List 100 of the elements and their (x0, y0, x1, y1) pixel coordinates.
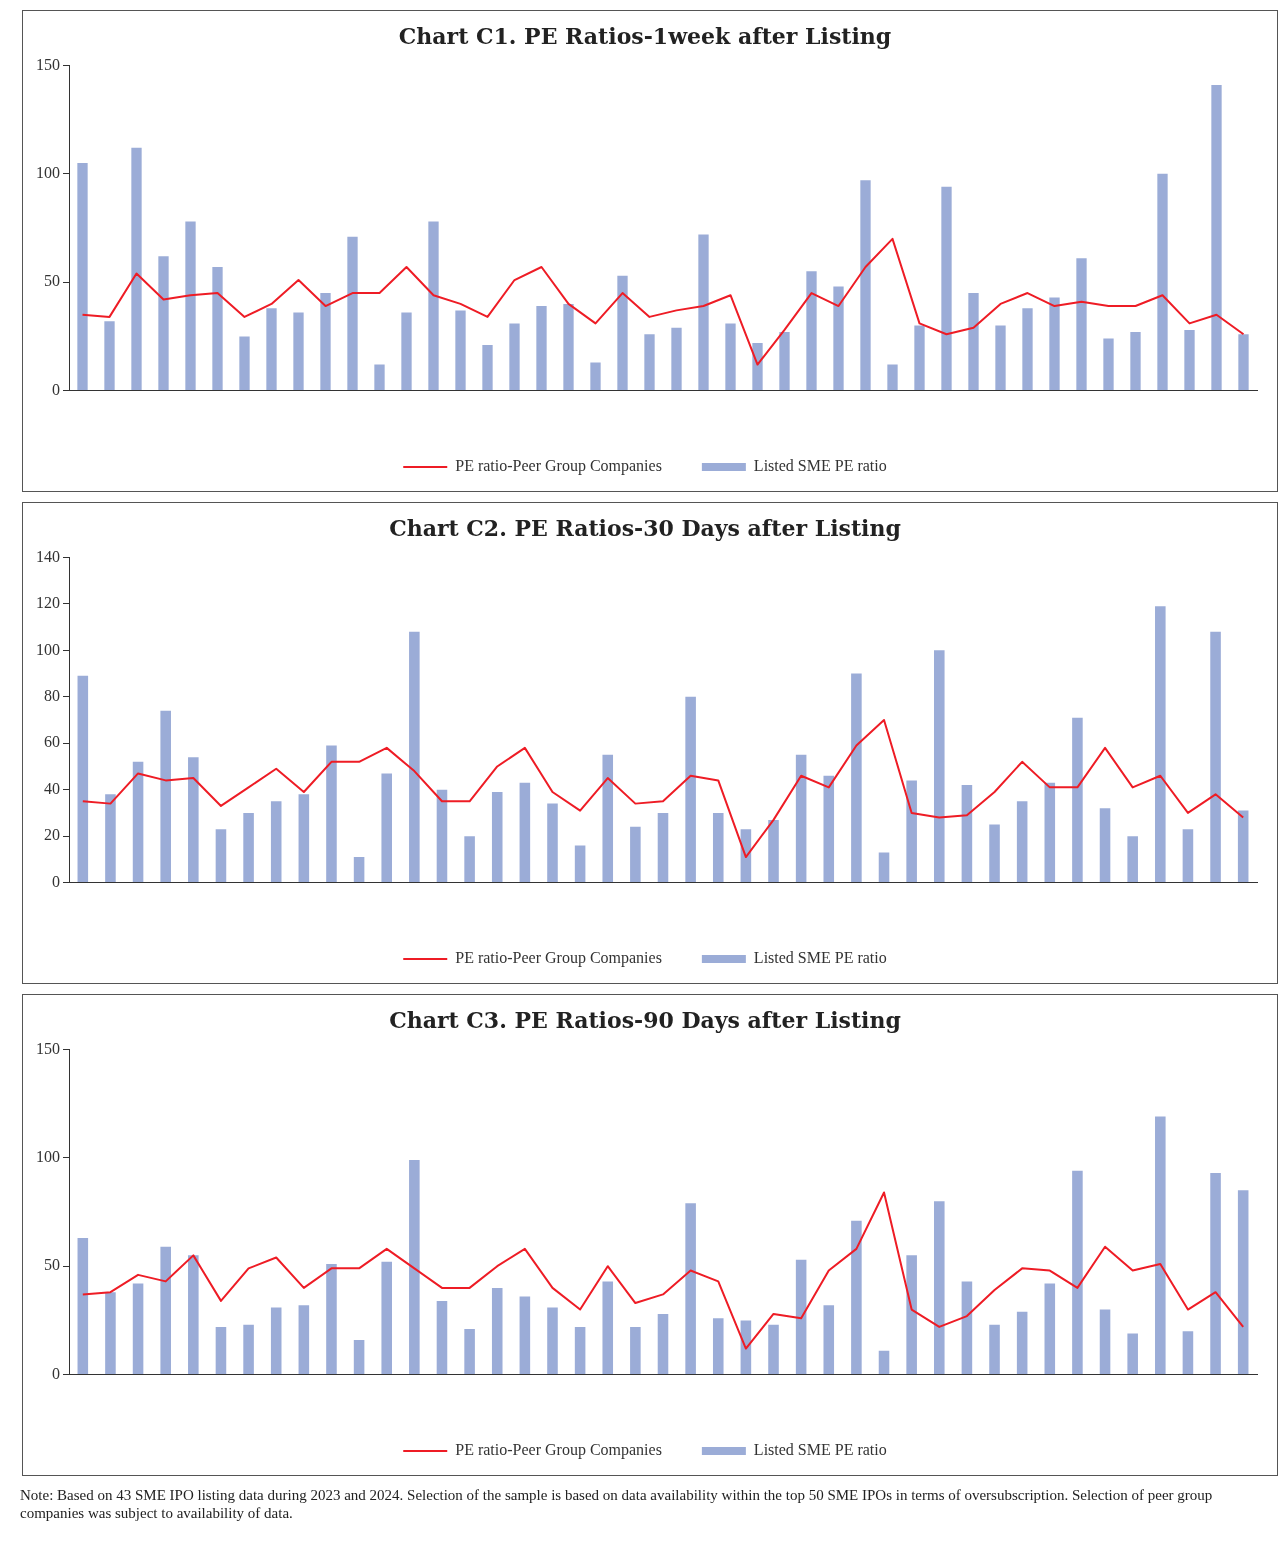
bar (941, 186, 952, 391)
y-tick-label: 60 (44, 733, 60, 751)
bar (160, 710, 171, 883)
bar (1130, 332, 1141, 391)
bar (212, 267, 223, 391)
y-tick-label: 150 (36, 55, 60, 73)
chart-title: Chart C1. PE Ratios-1week after Listing (398, 22, 892, 49)
legend-label: Listed SME PE ratio (753, 1441, 887, 1459)
chart-title: Chart C2. PE Ratios-30 Days after Listing (389, 514, 901, 541)
bar (270, 801, 282, 883)
bar (1182, 829, 1194, 883)
y-tick-label: 0 (52, 380, 60, 398)
bar (239, 336, 250, 391)
bar (455, 310, 466, 391)
bar (1044, 1283, 1056, 1375)
bar (298, 794, 310, 883)
bar (215, 1326, 227, 1375)
bar (685, 1203, 696, 1375)
bar (806, 271, 817, 391)
bar (1099, 808, 1111, 883)
bar (464, 836, 475, 883)
bar (698, 234, 709, 391)
text: Note: Based on 43 SME IPO listing data during 2023 and 2024. Selection of the sample is based on data availability within the top 50 SME IPOs in terms of oversubscription. Selection of peer group companies was subject to availability of data. (20, 1486, 1214, 1522)
bar (768, 819, 779, 883)
bar (347, 236, 358, 391)
bar (878, 852, 890, 883)
bar (104, 321, 115, 391)
bar (712, 812, 724, 883)
bar (617, 275, 628, 391)
bar (436, 789, 448, 883)
bar (243, 1324, 254, 1375)
bar (436, 1300, 448, 1375)
bar (188, 1255, 199, 1375)
bar (1237, 1190, 1249, 1375)
bar (563, 303, 574, 391)
y-tick-label: 0 (52, 1364, 60, 1382)
bar (823, 775, 835, 883)
bar (574, 1326, 586, 1375)
bar (381, 773, 393, 883)
bar (1072, 1170, 1083, 1375)
bar (914, 325, 925, 391)
bar (657, 812, 669, 883)
bar (131, 147, 142, 391)
bar (1237, 810, 1249, 883)
bar (934, 650, 945, 883)
bar (1076, 258, 1087, 391)
bar (602, 754, 614, 883)
bar (1049, 297, 1060, 391)
bar (851, 673, 862, 883)
bar (381, 1261, 393, 1375)
bar (768, 1324, 779, 1375)
bar (1016, 801, 1028, 883)
bar (851, 1220, 862, 1375)
bar (995, 325, 1006, 391)
y-tick-label: 150 (36, 1039, 60, 1057)
bar (1157, 173, 1168, 391)
bar (1238, 334, 1249, 391)
y-tick-label: 80 (44, 686, 60, 704)
bar (1210, 631, 1221, 883)
bar (374, 364, 385, 391)
bar (1155, 1116, 1166, 1375)
bar (989, 824, 1000, 883)
y-tick-label: 140 (36, 547, 60, 565)
y-tick-label: 20 (44, 826, 60, 844)
bar (630, 826, 641, 883)
bar (77, 162, 88, 391)
y-tick-label: 100 (36, 1148, 60, 1165)
legend-label: Listed SME PE ratio (753, 949, 887, 967)
y-tick-label: 120 (36, 594, 60, 612)
bar (326, 745, 337, 883)
bar (353, 857, 365, 883)
bar (519, 782, 531, 883)
bar (491, 1287, 503, 1375)
bar (725, 323, 736, 391)
bar (574, 845, 586, 883)
bar (671, 327, 682, 391)
bar (428, 221, 439, 391)
y-tick-label: 50 (44, 1256, 60, 1274)
bar (685, 696, 696, 883)
bar (215, 829, 227, 883)
bar (1072, 717, 1083, 883)
bar (833, 286, 844, 391)
bar (409, 631, 420, 883)
bar (536, 306, 547, 391)
bar (712, 1318, 724, 1375)
legend-label: PE ratio-Peer Group Companies (455, 949, 662, 968)
bar (1184, 329, 1195, 391)
bar (353, 1339, 365, 1375)
bar (795, 754, 807, 883)
bar (519, 1296, 531, 1375)
bar (158, 256, 169, 391)
bar (298, 1305, 310, 1375)
bar (482, 345, 493, 391)
bar (1127, 1333, 1138, 1375)
bar (509, 323, 520, 391)
bar (1016, 1311, 1028, 1375)
bar (906, 780, 917, 883)
bar (270, 1307, 282, 1375)
bar (464, 1329, 475, 1375)
bar (823, 1305, 835, 1375)
